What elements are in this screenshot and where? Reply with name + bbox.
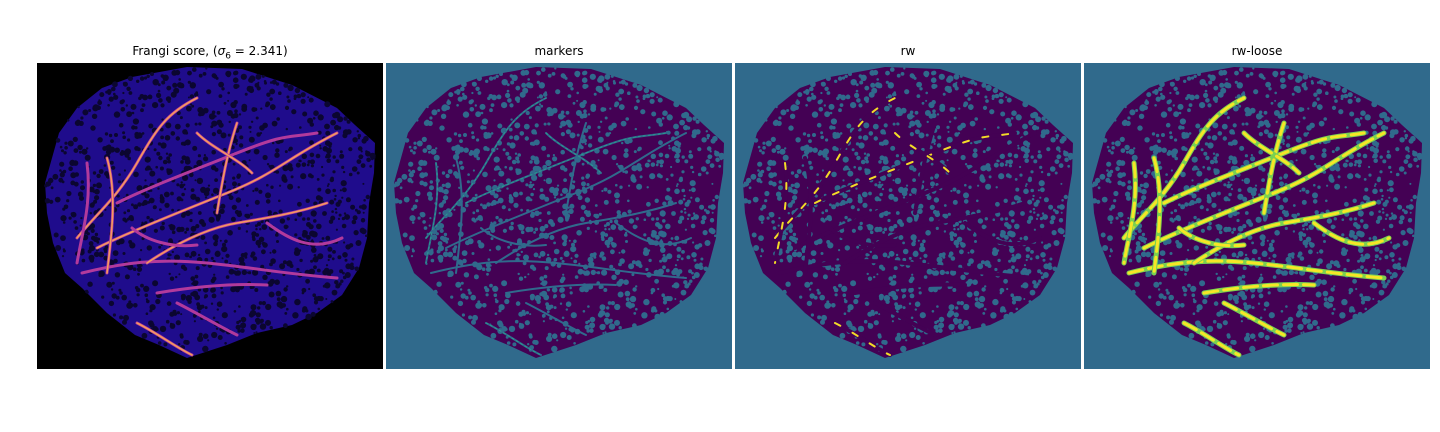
panel-title-rw: rw: [735, 44, 1081, 58]
panel-title-markers: markers: [386, 44, 732, 58]
panel-title-rw-loose: rw-loose: [1084, 44, 1430, 58]
panel-title-frangi: Frangi score, (σ6 = 2.341): [37, 44, 383, 61]
frangi-image: [37, 63, 383, 369]
rw-loose-image: [1084, 63, 1430, 369]
panel-rw: rw: [735, 0, 1081, 432]
rw-image: [735, 63, 1081, 369]
markers-image: [386, 63, 732, 369]
panel-frangi: Frangi score, (σ6 = 2.341): [37, 0, 383, 432]
panel-markers: markers: [386, 0, 732, 432]
panel-rw-loose: rw-loose: [1084, 0, 1430, 432]
